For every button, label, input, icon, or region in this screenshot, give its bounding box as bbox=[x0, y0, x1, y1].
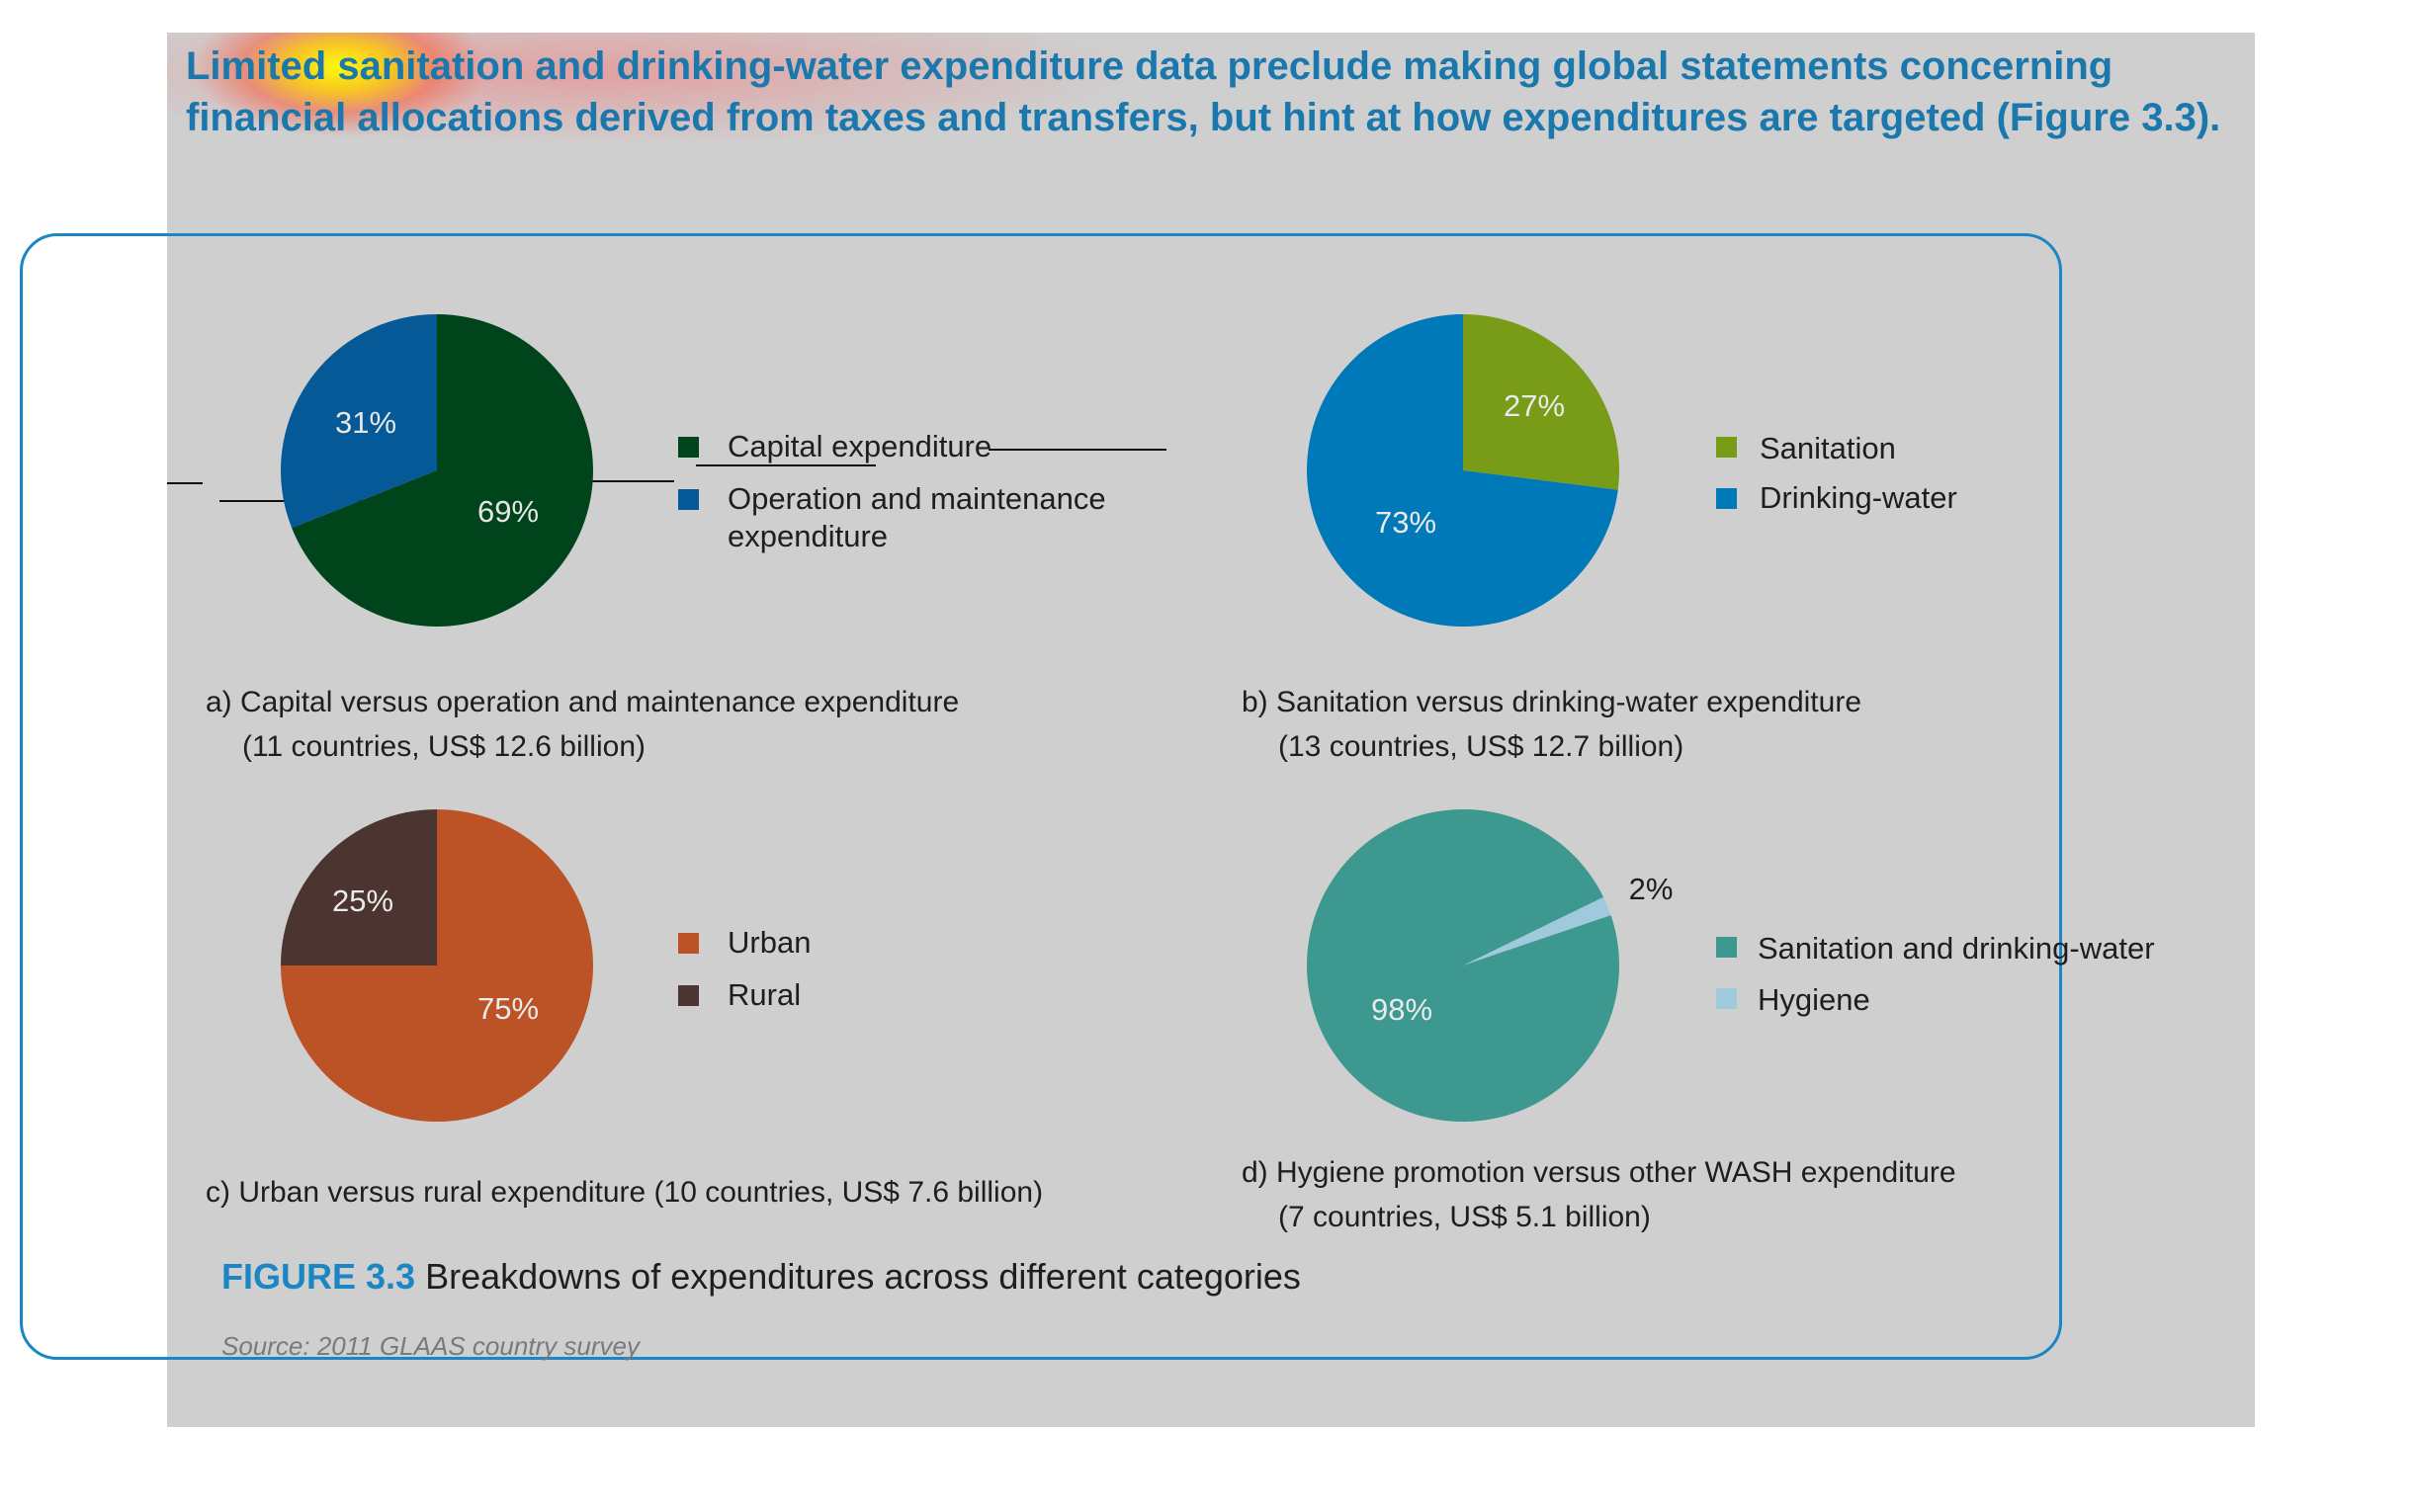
pie-chart-sanitation-vs-water: 27% 73% bbox=[1307, 314, 1619, 627]
legend-label-sanitation-drinking-water: Sanitation and drinking-water bbox=[1758, 931, 2155, 966]
stray-line bbox=[696, 464, 876, 466]
chart-b-caption: b) Sanitation versus drinking-water expe… bbox=[1242, 686, 1861, 763]
pie-value-label: 31% bbox=[335, 405, 396, 440]
legend-swatch-sanitation bbox=[1716, 437, 1737, 458]
pie-value-label: 27% bbox=[1504, 388, 1565, 423]
stray-line bbox=[989, 449, 1166, 451]
pie-value-label: 98% bbox=[1371, 992, 1432, 1027]
legend-swatch-capital bbox=[678, 437, 699, 458]
legend-swatch-drinking-water bbox=[1716, 488, 1737, 509]
pie-value-label: 25% bbox=[332, 883, 393, 918]
chart-a-caption: a) Capital versus operation and maintena… bbox=[206, 686, 960, 763]
legend-label-sanitation: Sanitation bbox=[1760, 431, 1896, 465]
intro-heading: Limited sanitation and drinking-water ex… bbox=[186, 44, 2221, 139]
pie-slice-sanitation-and-drinking-water bbox=[1307, 809, 1619, 1122]
pie-value-label: 75% bbox=[477, 991, 539, 1026]
legend-label-rural: Rural bbox=[728, 977, 802, 1012]
legend-swatch-urban bbox=[678, 933, 699, 954]
legend-label-hygiene: Hygiene bbox=[1758, 982, 1870, 1017]
legend-swatch-rural bbox=[678, 985, 699, 1006]
pie-slice-operation-and-maintenance-expenditure bbox=[281, 314, 437, 529]
pie-slice-capital-expenditure bbox=[292, 314, 593, 627]
pie-value-label: 69% bbox=[477, 494, 539, 529]
legend-swatch-hygiene bbox=[1716, 988, 1737, 1009]
legend-swatch-om bbox=[678, 489, 699, 510]
legend-label-capital: Capital expenditure bbox=[728, 429, 992, 463]
pie-slice-sanitation bbox=[1463, 314, 1619, 490]
pie-slice-drinking-water bbox=[1307, 314, 1618, 627]
pie-value-label: 2% bbox=[1629, 872, 1674, 906]
figure-frame bbox=[20, 233, 2062, 1360]
figure-number: FIGURE 3.3 bbox=[221, 1256, 416, 1297]
figure-source: Source: 2011 GLAAS country survey bbox=[221, 1331, 640, 1361]
chart-d-caption: d) Hygiene promotion versus other WASH e… bbox=[1242, 1156, 1956, 1233]
legend-swatch-sanitation-drinking-water bbox=[1716, 937, 1737, 958]
legend-label-urban: Urban bbox=[728, 925, 812, 960]
pie-value-label: 73% bbox=[1375, 505, 1436, 540]
legend-label-om: Operation and maintenance expenditure bbox=[728, 481, 1106, 553]
chart-c-caption: c) Urban versus rural expenditure (10 co… bbox=[206, 1176, 1044, 1209]
pie-slice-hygiene bbox=[1463, 896, 1611, 966]
pie-chart-hygiene-vs-wash: 98% 2% bbox=[1307, 809, 1673, 1122]
legend-label-drinking-water: Drinking-water bbox=[1760, 480, 1957, 515]
figure-title: FIGURE 3.3 Breakdowns of expenditures ac… bbox=[221, 1256, 1301, 1298]
pie-chart-urban-vs-rural: 75% 25% bbox=[281, 809, 593, 1122]
figure-title-text: Breakdowns of expenditures across differ… bbox=[425, 1256, 1301, 1297]
pie-chart-capital-vs-om: 69% 31% bbox=[281, 314, 593, 627]
stray-line bbox=[167, 482, 203, 484]
pie-slice-rural bbox=[281, 809, 437, 966]
